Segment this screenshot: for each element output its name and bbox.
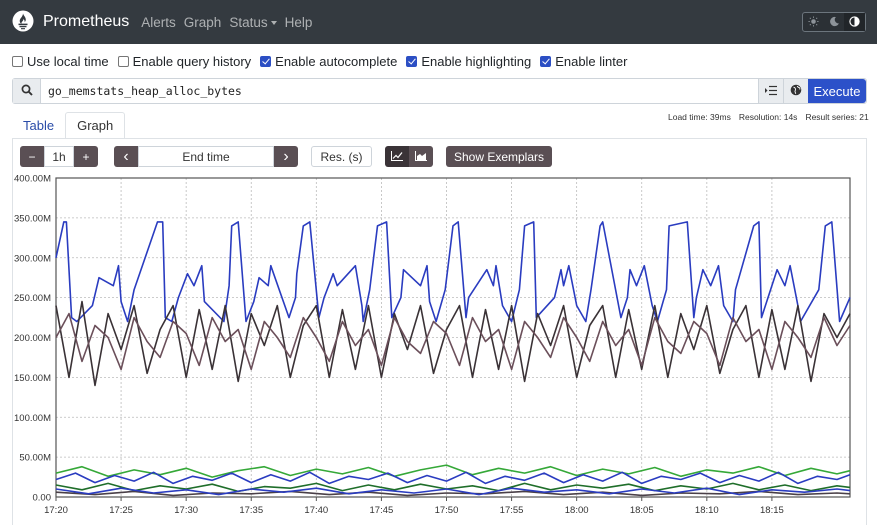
chevron-right-icon: ›	[283, 147, 289, 165]
option-label: Enable autocomplete	[275, 53, 398, 69]
option-label: Enable linter	[555, 53, 628, 69]
linter-checkbox[interactable]	[540, 55, 552, 67]
option-use-local-time[interactable]: Use local time	[12, 54, 109, 69]
tab-divider	[12, 138, 867, 139]
metrics-explorer-icon	[790, 84, 802, 99]
option-enable-linter[interactable]: Enable linter	[540, 54, 627, 69]
y-tick-label: 350.00M	[14, 213, 51, 224]
x-tick-label: 18:00	[565, 505, 589, 516]
option-enable-highlighting[interactable]: Enable highlighting	[406, 54, 531, 69]
prometheus-logo-icon	[12, 10, 34, 35]
y-tick-label: 200.00M	[14, 333, 51, 344]
search-icon	[21, 84, 33, 99]
highlighting-checkbox[interactable]	[406, 55, 418, 67]
x-tick-label: 17:40	[304, 505, 328, 516]
x-tick-label: 17:55	[500, 505, 524, 516]
increase-range-button[interactable]: +	[74, 146, 98, 167]
x-tick-label: 17:35	[239, 505, 263, 516]
theme-toggle	[802, 12, 866, 32]
moon-icon	[829, 15, 840, 30]
end-time-group: ‹ End time ›	[114, 146, 298, 167]
query-options: Use local time Enable query history Enab…	[12, 52, 636, 70]
result-series: Result series: 21	[805, 112, 869, 122]
previous-time-button[interactable]: ‹	[114, 146, 138, 167]
time-series-chart[interactable]: 0.00 50.00M 100.00M 150.00M 200.00M 250.00M 30…	[0, 170, 877, 525]
resolution: Resolution: 14s	[738, 112, 798, 122]
nav-status[interactable]: Status	[229, 15, 276, 30]
autocomplete-checkbox[interactable]	[260, 55, 272, 67]
line-chart-icon	[391, 150, 403, 164]
graph-panel	[12, 139, 867, 525]
nav-graph[interactable]: Graph	[183, 14, 222, 30]
result-tabs: Table Graph	[12, 112, 126, 139]
end-time-input[interactable]: End time	[138, 146, 274, 167]
unstacked-mode-button[interactable]	[385, 146, 409, 167]
tab-graph[interactable]: Graph	[65, 112, 126, 139]
metrics-explorer-button[interactable]	[783, 79, 808, 103]
chart-mode-group	[385, 146, 433, 167]
use-local-time-checkbox[interactable]	[12, 55, 23, 67]
option-enable-query-history[interactable]: Enable query history	[117, 53, 252, 69]
series-line-5	[55, 482, 851, 493]
option-label: Enable query history	[132, 53, 252, 69]
series-line-2	[55, 312, 851, 371]
x-tick-label: 17:20	[44, 505, 68, 516]
expression-input[interactable]: go_memstats_heap_alloc_bytes	[48, 84, 242, 98]
y-tick-label: 150.00M	[14, 373, 51, 384]
y-tick-label: 300.00M	[14, 253, 51, 264]
sun-icon	[808, 15, 819, 30]
series-line-7	[55, 487, 851, 496]
option-label: Use local time	[27, 53, 109, 69]
chevron-left-icon: ‹	[123, 147, 129, 165]
y-tick-label: 100.00M	[14, 413, 51, 424]
series-line-6	[55, 490, 851, 497]
show-exemplars-button[interactable]: Show Exemplars	[446, 146, 552, 167]
series-line-3	[55, 464, 851, 478]
history-list-icon	[765, 84, 777, 99]
next-time-button[interactable]: ›	[274, 146, 298, 167]
load-time: Load time: 39ms	[668, 112, 731, 122]
series-line-4	[55, 471, 851, 485]
x-tick-label: 17:25	[109, 505, 133, 516]
theme-auto-button[interactable]	[844, 13, 866, 31]
decrease-range-button[interactable]: −	[20, 146, 44, 167]
nav-alerts[interactable]: Alerts	[141, 14, 176, 30]
query-stats: Load time: 39ms Resolution: 14s Result ser…	[668, 112, 877, 122]
x-tick-label: 17:45	[370, 505, 394, 516]
query-history-checkbox[interactable]	[117, 55, 129, 67]
x-tick-label: 18:10	[695, 505, 719, 516]
expression-bar: go_memstats_heap_alloc_bytes Execute	[12, 78, 867, 104]
navbar: Prometheus Alerts Graph Status Help	[0, 0, 877, 44]
brand-name: Prometheus	[43, 13, 130, 30]
x-tick-label: 18:05	[630, 505, 654, 516]
execute-button[interactable]: Execute	[808, 79, 866, 103]
contrast-icon	[849, 15, 860, 30]
option-enable-autocomplete[interactable]: Enable autocomplete	[260, 54, 397, 69]
range-input[interactable]: 1h	[44, 146, 74, 167]
x-tick-label: 18:15	[760, 505, 784, 516]
brand[interactable]: Prometheus	[12, 10, 141, 35]
y-tick-label: 250.00M	[14, 293, 51, 304]
theme-light-button[interactable]	[803, 13, 824, 31]
range-input-group: − 1h +	[20, 146, 98, 167]
stacked-mode-button[interactable]	[409, 146, 433, 167]
resolution-input[interactable]: Res. (s)	[311, 146, 372, 167]
nav-help[interactable]: Help	[284, 14, 313, 30]
option-label: Enable highlighting	[421, 53, 532, 69]
x-tick-label: 17:30	[174, 505, 198, 516]
search-prefix	[13, 79, 41, 103]
series-line-1	[55, 300, 851, 387]
tab-table[interactable]: Table	[23, 118, 55, 133]
series-line-0	[55, 221, 851, 323]
graph-chart: 0.00 50.00M 100.00M 150.00M 200.00M 250.00M 30…	[0, 170, 877, 528]
x-tick-label: 17:50	[435, 505, 459, 516]
y-tick-label: 50.00M	[19, 453, 51, 464]
y-tick-label: 0.00	[33, 493, 52, 504]
y-tick-label: 400.00M	[14, 174, 51, 185]
query-history-button[interactable]	[758, 79, 783, 103]
stacked-chart-icon	[415, 150, 427, 164]
theme-dark-button[interactable]	[824, 13, 845, 31]
